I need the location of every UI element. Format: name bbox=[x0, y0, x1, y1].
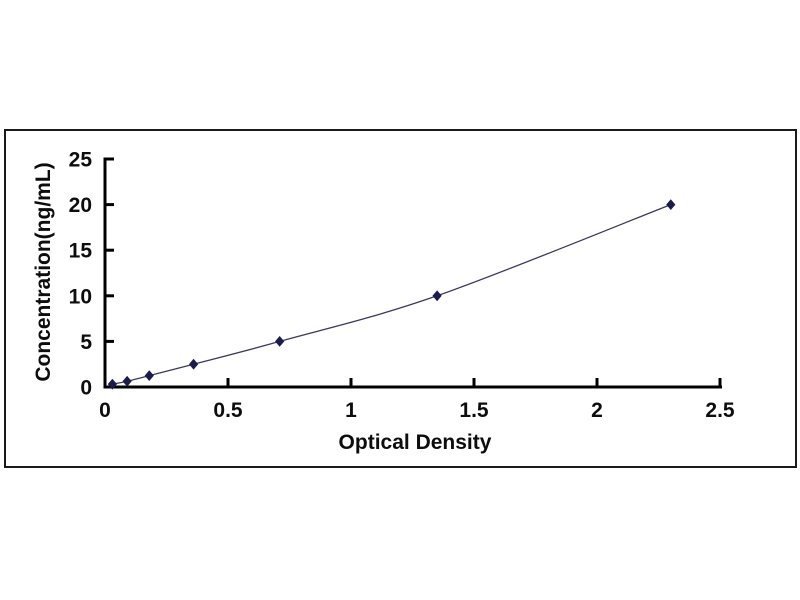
data-point-marker bbox=[144, 370, 154, 381]
x-tick-label: 1.5 bbox=[459, 399, 489, 422]
y-axis-title: Concentration(ng/mL) bbox=[32, 162, 55, 382]
x-axis-title: Optical Density bbox=[338, 431, 492, 454]
data-point-marker bbox=[122, 375, 132, 387]
x-tick-label: 1 bbox=[345, 399, 357, 422]
y-tick-label: 5 bbox=[80, 331, 92, 354]
data-point-marker bbox=[188, 358, 199, 370]
standard-curve-line bbox=[112, 203, 672, 385]
x-tick-label: 2 bbox=[591, 399, 603, 422]
data-point-marker bbox=[666, 199, 676, 210]
y-tick-label: 20 bbox=[69, 194, 92, 217]
chart-frame: 0 0.5 1 1.5 2 2.5 0 5 10 15 20 25 bbox=[4, 129, 797, 468]
y-tick-label: 10 bbox=[69, 285, 92, 308]
x-tick-label: 0 bbox=[99, 399, 111, 422]
data-point-marker bbox=[432, 290, 442, 302]
y-tick-label: 25 bbox=[69, 149, 93, 172]
data-point-marker bbox=[107, 378, 117, 390]
x-tick-label: 0.5 bbox=[213, 399, 243, 422]
data-point-marker bbox=[275, 336, 285, 347]
x-tick-label: 2.5 bbox=[705, 399, 735, 422]
y-tick-label: 15 bbox=[69, 240, 93, 263]
plot-svg: 0 0.5 1 1.5 2 2.5 0 5 10 15 20 25 bbox=[69, 149, 735, 423]
y-tick-label: 0 bbox=[80, 377, 92, 400]
